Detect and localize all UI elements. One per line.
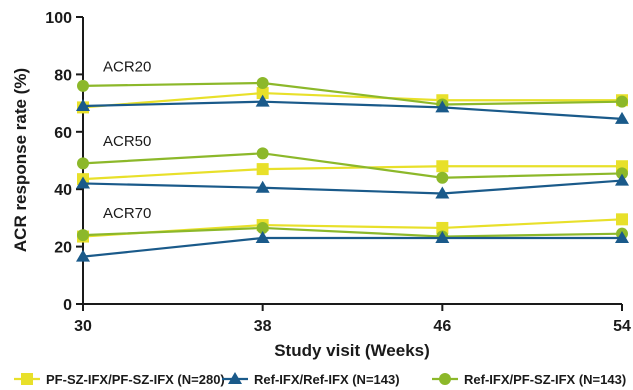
x-axis-title: Study visit (Weeks) — [274, 341, 430, 360]
y-ticks: 0 20 40 60 80 100 — [45, 10, 83, 314]
legend-circle-marker — [439, 373, 451, 385]
series-line — [82, 100, 623, 120]
series-line — [82, 152, 623, 179]
data-point-triangle — [435, 230, 450, 243]
series-square-acr20 — [77, 87, 628, 114]
series-layer — [76, 77, 629, 262]
group-annotation: ACR50 — [103, 133, 151, 150]
legend-item: Ref-IFX/PF-SZ-IFX (N=143) — [432, 372, 626, 387]
x-ticks: 30 38 46 54 — [74, 304, 631, 335]
series-triangle-acr70 — [76, 230, 629, 262]
data-point-triangle — [255, 230, 270, 243]
x-tick-label: 30 — [74, 318, 92, 335]
y-tick-label: 80 — [54, 67, 72, 84]
data-point-triangle — [76, 249, 90, 262]
data-point-circle — [77, 157, 89, 170]
series-line — [82, 179, 623, 195]
y-tick-label: 0 — [63, 297, 72, 314]
x-tick-label: 54 — [613, 318, 631, 335]
legend-square-marker — [21, 373, 33, 385]
data-point-triangle — [255, 180, 270, 193]
series-triangle-acr50 — [76, 173, 629, 199]
legend: PF-SZ-IFX/PF-SZ-IFX (N=280) Ref-IFX/Ref-I… — [14, 372, 626, 387]
data-point-circle — [256, 77, 269, 90]
series-line — [82, 91, 622, 109]
data-point-circle — [256, 221, 269, 234]
axes — [82, 17, 622, 305]
data-point-triangle — [615, 173, 629, 186]
data-point-triangle — [76, 98, 90, 111]
legend-triangle-marker — [228, 372, 242, 384]
series-circle-acr70 — [77, 221, 628, 243]
x-tick-label: 46 — [433, 318, 451, 335]
legend-label: Ref-IFX/PF-SZ-IFX (N=143) — [464, 372, 626, 387]
data-point-triangle — [435, 186, 450, 199]
series-triangle-acr20 — [76, 94, 629, 124]
data-point-square — [436, 221, 449, 234]
legend-label: Ref-IFX/Ref-IFX (N=143) — [254, 372, 400, 387]
data-point-circle — [616, 167, 628, 180]
x-tick-label: 38 — [254, 318, 272, 335]
series-line — [82, 165, 622, 181]
data-point-square — [256, 87, 269, 100]
data-point-circle — [616, 95, 628, 108]
data-point-square — [436, 160, 449, 173]
data-point-triangle — [615, 230, 629, 243]
data-point-triangle — [76, 176, 90, 189]
data-point-triangle — [255, 94, 270, 107]
group-annotation: ACR20 — [103, 59, 151, 76]
series-square-acr50 — [77, 160, 628, 186]
data-point-circle — [436, 171, 449, 184]
y-tick-label: 20 — [54, 240, 72, 257]
group-annotation: ACR70 — [103, 205, 151, 222]
data-point-triangle — [615, 111, 629, 124]
data-point-triangle — [435, 100, 450, 113]
y-tick-label: 100 — [45, 10, 72, 27]
y-tick-label: 40 — [54, 182, 72, 199]
legend-label: PF-SZ-IFX/PF-SZ-IFX (N=280) — [46, 372, 225, 387]
annotations: ACR20 ACR50 ACR70 — [103, 59, 151, 222]
legend-item: PF-SZ-IFX/PF-SZ-IFX (N=280) — [14, 372, 225, 387]
data-point-circle — [77, 229, 89, 242]
data-point-circle — [256, 147, 269, 160]
y-tick-label: 60 — [54, 125, 72, 142]
legend-item: Ref-IFX/Ref-IFX (N=143) — [222, 372, 400, 387]
data-point-square — [256, 163, 269, 176]
series-circle-acr50 — [77, 147, 628, 184]
series-line — [82, 236, 622, 258]
y-axis-title: ACR response rate (%) — [11, 68, 30, 252]
data-point-square — [616, 213, 628, 226]
data-point-circle — [77, 79, 89, 92]
series-line — [82, 81, 623, 106]
series-line — [82, 226, 623, 238]
